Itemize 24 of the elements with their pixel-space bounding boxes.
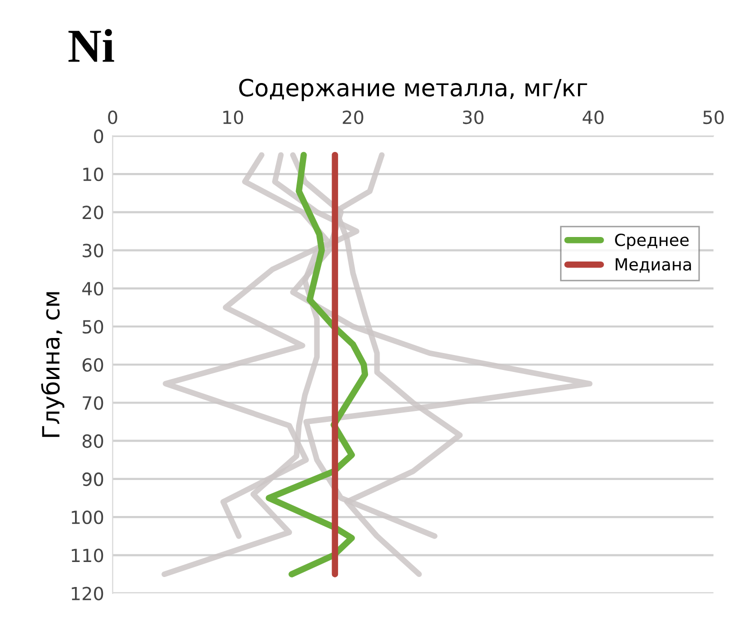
y-tick-label: 10 bbox=[83, 168, 104, 182]
chart-title: Ni bbox=[68, 29, 114, 62]
y-tick-label: 90 bbox=[82, 472, 104, 486]
x-tick-label: 20 bbox=[342, 110, 364, 124]
y-tick-label: 110 bbox=[72, 548, 104, 562]
x-tick-label: 50 bbox=[703, 110, 724, 124]
y-tick-label: 70 bbox=[82, 396, 104, 410]
x-axis-title: Содержание металла, мг/кг bbox=[239, 78, 588, 102]
y-tick-label: 20 bbox=[82, 206, 104, 220]
y-tick-label: 80 bbox=[82, 434, 104, 448]
y-tick-label: 60 bbox=[82, 358, 104, 372]
x-tick-label: 40 bbox=[582, 110, 604, 124]
legend-label: Медиана bbox=[616, 258, 691, 273]
y-tick-label: 40 bbox=[82, 282, 104, 296]
y-tick-label: 50 bbox=[82, 320, 104, 334]
x-tick-label: 0 bbox=[108, 110, 118, 124]
y-tick-label: 120 bbox=[72, 586, 104, 600]
y-axis-title: Глубина, см bbox=[41, 292, 64, 437]
y-tick-label: 100 bbox=[72, 510, 104, 524]
y-tick-label: 30 bbox=[82, 244, 104, 258]
x-tick-label: 10 bbox=[223, 110, 244, 124]
legend-label: Среднее bbox=[615, 234, 689, 250]
x-tick-label: 30 bbox=[463, 110, 484, 124]
y-tick-label: 0 bbox=[94, 129, 104, 144]
